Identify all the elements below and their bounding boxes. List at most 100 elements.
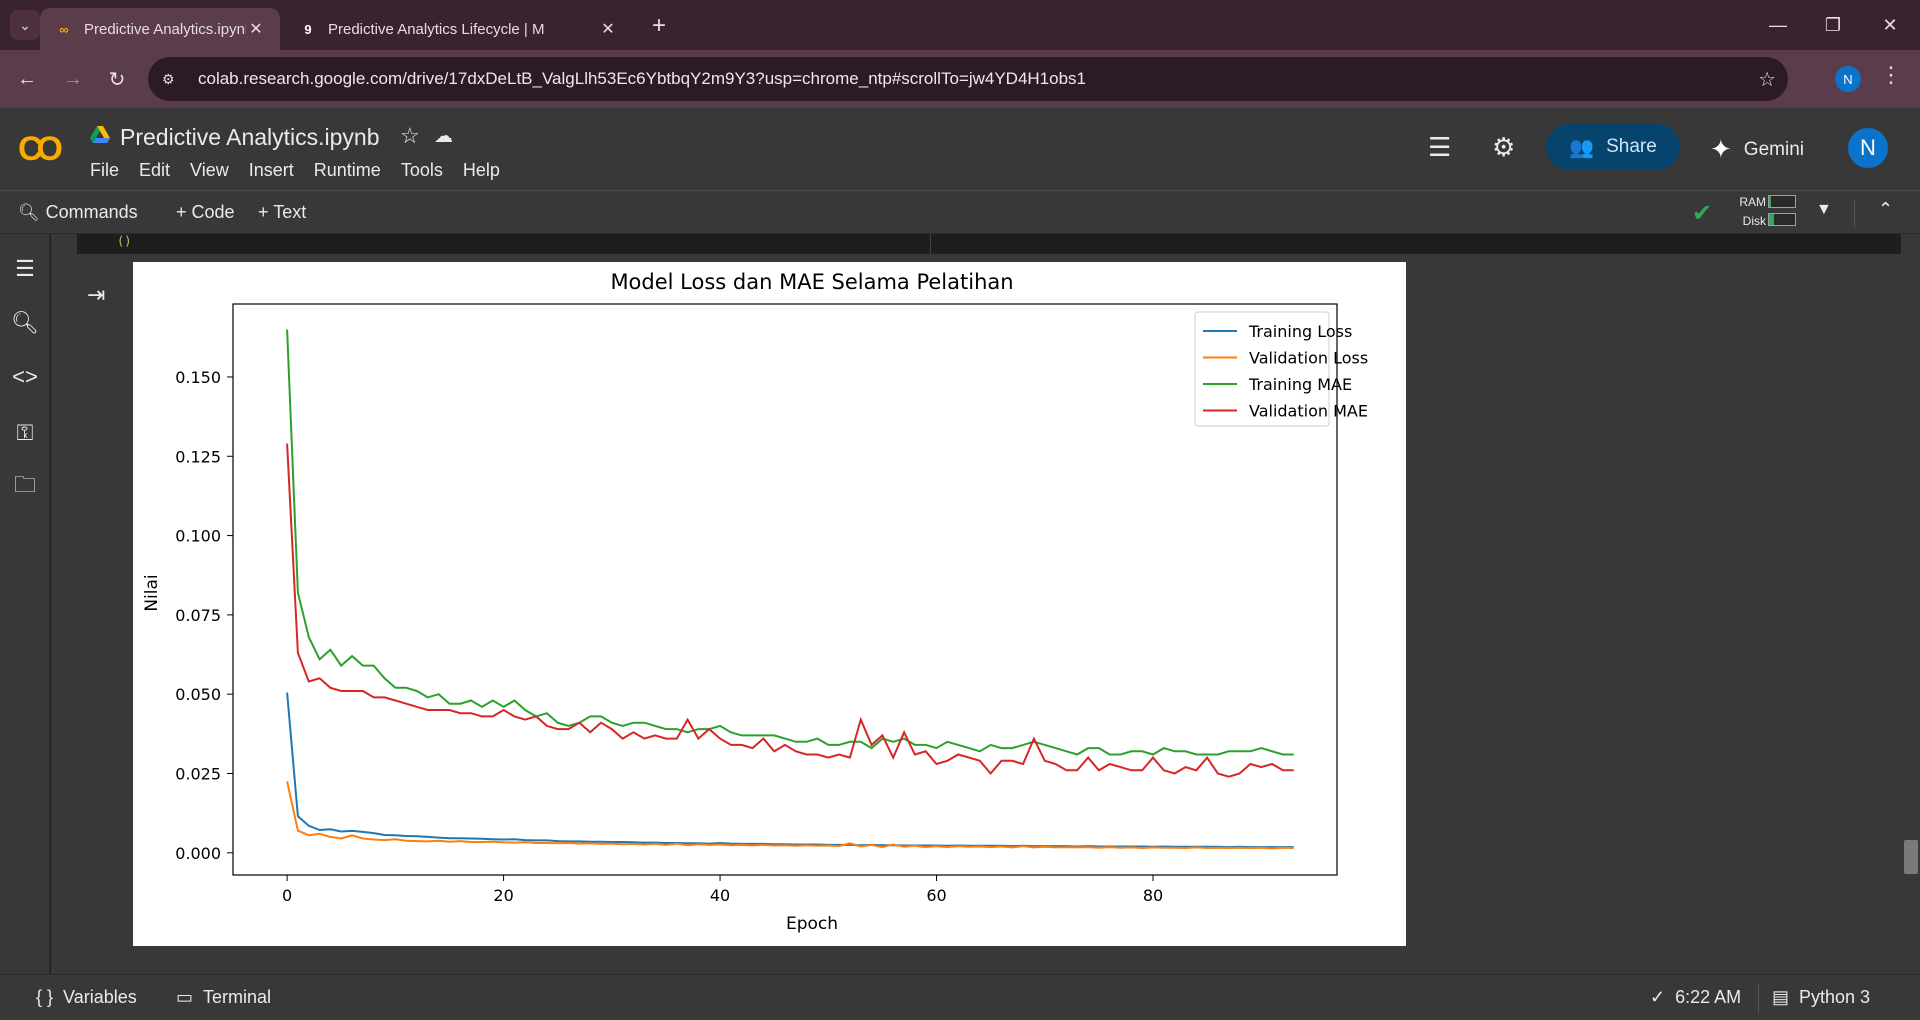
forward-icon[interactable]: → bbox=[63, 67, 83, 90]
series-line-training-mae bbox=[286, 329, 1294, 756]
x-tick-label: 0 bbox=[282, 886, 292, 905]
browser-profile-avatar[interactable]: N bbox=[1835, 66, 1861, 92]
minimize-icon[interactable]: — bbox=[1769, 14, 1787, 35]
terminal-icon: ▭ bbox=[176, 987, 194, 1007]
bookmark-star-icon[interactable]: ☆ bbox=[1758, 69, 1776, 91]
x-tick-label: 80 bbox=[1143, 886, 1163, 905]
tab-search-button[interactable]: ⌄ bbox=[10, 10, 40, 40]
colab-logo[interactable]: CO bbox=[18, 130, 63, 168]
code-cell-tail[interactable]: () bbox=[77, 234, 1901, 254]
tab-title: Predictive Analytics.ipynb - Cola bbox=[84, 20, 246, 38]
series-line-training-loss bbox=[286, 692, 1294, 849]
commands-bar: 🔍︎ Commands + Code + Text ✔ RAM Disk ▼ ⌃ bbox=[0, 190, 1920, 234]
cloud-saved-icon: ☁ bbox=[434, 126, 453, 147]
legend-label: Validation MAE bbox=[1249, 402, 1368, 421]
tab-colab[interactable]: ∞ Predictive Analytics.ipynb - Cola ✕ bbox=[40, 8, 280, 50]
share-button[interactable]: 👥 Share bbox=[1546, 124, 1680, 170]
address-bar[interactable]: ⚙ colab.research.google.com/drive/17dxDe… bbox=[148, 57, 1788, 101]
y-tick-label: 0.100 bbox=[175, 527, 221, 546]
avatar[interactable]: N bbox=[1848, 128, 1888, 168]
code-fragment: () bbox=[117, 234, 132, 248]
folder-icon[interactable]: 🗀 bbox=[13, 472, 36, 497]
menu-file[interactable]: File bbox=[90, 160, 120, 180]
g-icon: 9 bbox=[304, 21, 312, 37]
notebook-title[interactable]: Predictive Analytics.ipynb bbox=[120, 124, 380, 150]
menu-bar: File Edit View Insert Runtime Tools Help bbox=[90, 160, 520, 181]
divider bbox=[930, 234, 931, 254]
table-of-contents-icon[interactable]: ☰ bbox=[15, 256, 35, 281]
ram-bar bbox=[1768, 195, 1796, 208]
legend-label: Training Loss bbox=[1248, 322, 1352, 341]
drive-icon bbox=[90, 126, 110, 143]
menu-view[interactable]: View bbox=[190, 160, 229, 180]
browser-menu-icon[interactable]: ⋮ bbox=[1880, 62, 1902, 87]
chevron-down-icon[interactable]: ▼ bbox=[1816, 201, 1832, 218]
execution-status[interactable]: ✓ 6:22 AM bbox=[1650, 987, 1741, 1008]
terminal-button[interactable]: ▭ Terminal bbox=[176, 987, 271, 1008]
x-tick-label: 40 bbox=[710, 886, 730, 905]
legend-box bbox=[1194, 311, 1330, 427]
runtime-label: Python 3 bbox=[1799, 987, 1871, 1007]
chevron-up-icon[interactable]: ⌃ bbox=[1878, 199, 1894, 219]
legend-label: Training MAE bbox=[1248, 375, 1352, 394]
legend-label: Validation Loss bbox=[1249, 349, 1368, 368]
series-line-validation-mae bbox=[286, 443, 1294, 778]
variables-label: Variables bbox=[63, 987, 137, 1007]
people-icon: 👥 bbox=[1569, 136, 1595, 159]
connected-check-icon: ✔ bbox=[1692, 200, 1713, 227]
tab-title: Predictive Analytics Lifecycle | M bbox=[328, 20, 545, 38]
add-text-button[interactable]: + Text bbox=[258, 202, 306, 223]
y-axis-label: Nilai bbox=[142, 574, 162, 611]
check-icon: ✓ bbox=[1650, 987, 1666, 1007]
server-icon: ▤ bbox=[1772, 987, 1790, 1007]
variables-button[interactable]: { } Variables bbox=[36, 987, 137, 1008]
add-text-label: + Text bbox=[258, 202, 307, 222]
close-icon[interactable]: ✕ bbox=[249, 21, 263, 38]
window-close-icon[interactable]: ✕ bbox=[1882, 14, 1898, 35]
reload-icon[interactable]: ↻ bbox=[108, 68, 126, 91]
resource-monitor[interactable]: RAM Disk bbox=[1734, 193, 1794, 231]
menu-help[interactable]: Help bbox=[462, 160, 500, 180]
time-label: 6:22 AM bbox=[1675, 987, 1742, 1007]
comment-icon[interactable]: ☰ bbox=[1428, 132, 1452, 162]
disk-label: Disk bbox=[1742, 214, 1766, 228]
star-icon[interactable]: ☆ bbox=[400, 123, 420, 148]
menu-tools[interactable]: Tools bbox=[400, 160, 443, 180]
disk-bar bbox=[1768, 213, 1796, 226]
gear-icon[interactable]: ⚙ bbox=[1492, 132, 1516, 162]
plot-frame bbox=[232, 303, 1338, 876]
back-icon[interactable]: ← bbox=[17, 67, 37, 90]
new-tab-icon[interactable]: + bbox=[652, 12, 667, 39]
status-bar: { } Variables ▭ Terminal ✓ 6:22 AM ▤ Pyt… bbox=[0, 974, 1920, 1020]
colab-header: CO Predictive Analytics.ipynb ☆ ☁ File E… bbox=[0, 108, 1920, 190]
x-axis-label: Epoch bbox=[786, 914, 838, 934]
url-text: colab.research.google.com/drive/17dxDeLt… bbox=[198, 69, 1087, 88]
add-code-button[interactable]: + Code bbox=[176, 202, 235, 223]
menu-insert[interactable]: Insert bbox=[248, 160, 294, 180]
find-icon[interactable]: 🔍︎ bbox=[11, 310, 39, 335]
scrollbar-thumb[interactable] bbox=[1904, 840, 1918, 874]
commands-label: Commands bbox=[45, 202, 138, 222]
browser-toolbar: ← → ↻ ⚙ colab.research.google.com/drive/… bbox=[0, 50, 1920, 108]
restore-icon[interactable]: ❐ bbox=[1824, 14, 1842, 35]
menu-edit[interactable]: Edit bbox=[139, 160, 171, 180]
ram-label: RAM bbox=[1739, 195, 1766, 209]
output-toggle-icon[interactable]: ⇥ bbox=[87, 282, 106, 307]
y-tick-label: 0.025 bbox=[175, 764, 221, 783]
code-snippets-icon[interactable]: <> bbox=[12, 364, 38, 389]
key-icon[interactable]: ⚿ bbox=[16, 420, 34, 445]
left-sidebar: ☰ 🔍︎ <> ⚿ 🗀 bbox=[0, 234, 50, 974]
menu-runtime[interactable]: Runtime bbox=[313, 160, 381, 180]
chart-output: Model Loss dan MAE Selama Pelatihan 0 20 4… bbox=[133, 262, 1406, 946]
notebook-area: () ⇥ Model Loss dan MAE Selama Pelatihan… bbox=[51, 234, 1920, 974]
sparkle-icon: ✦ bbox=[1710, 134, 1732, 164]
gemini-label: Gemini bbox=[1743, 138, 1804, 160]
site-settings-icon[interactable]: ⚙ bbox=[162, 70, 175, 87]
x-tick-label: 20 bbox=[493, 886, 513, 905]
close-icon[interactable]: ✕ bbox=[601, 21, 615, 38]
commands-button[interactable]: 🔍︎ Commands bbox=[18, 202, 138, 223]
tab-lifecycle[interactable]: 9 Predictive Analytics Lifecycle | M ✕ bbox=[284, 8, 632, 50]
search-icon: 🔍︎ bbox=[18, 202, 40, 222]
runtime-button[interactable]: ▤ Python 3 bbox=[1772, 987, 1870, 1008]
gemini-button[interactable]: ✦ Gemini bbox=[1710, 134, 1804, 165]
